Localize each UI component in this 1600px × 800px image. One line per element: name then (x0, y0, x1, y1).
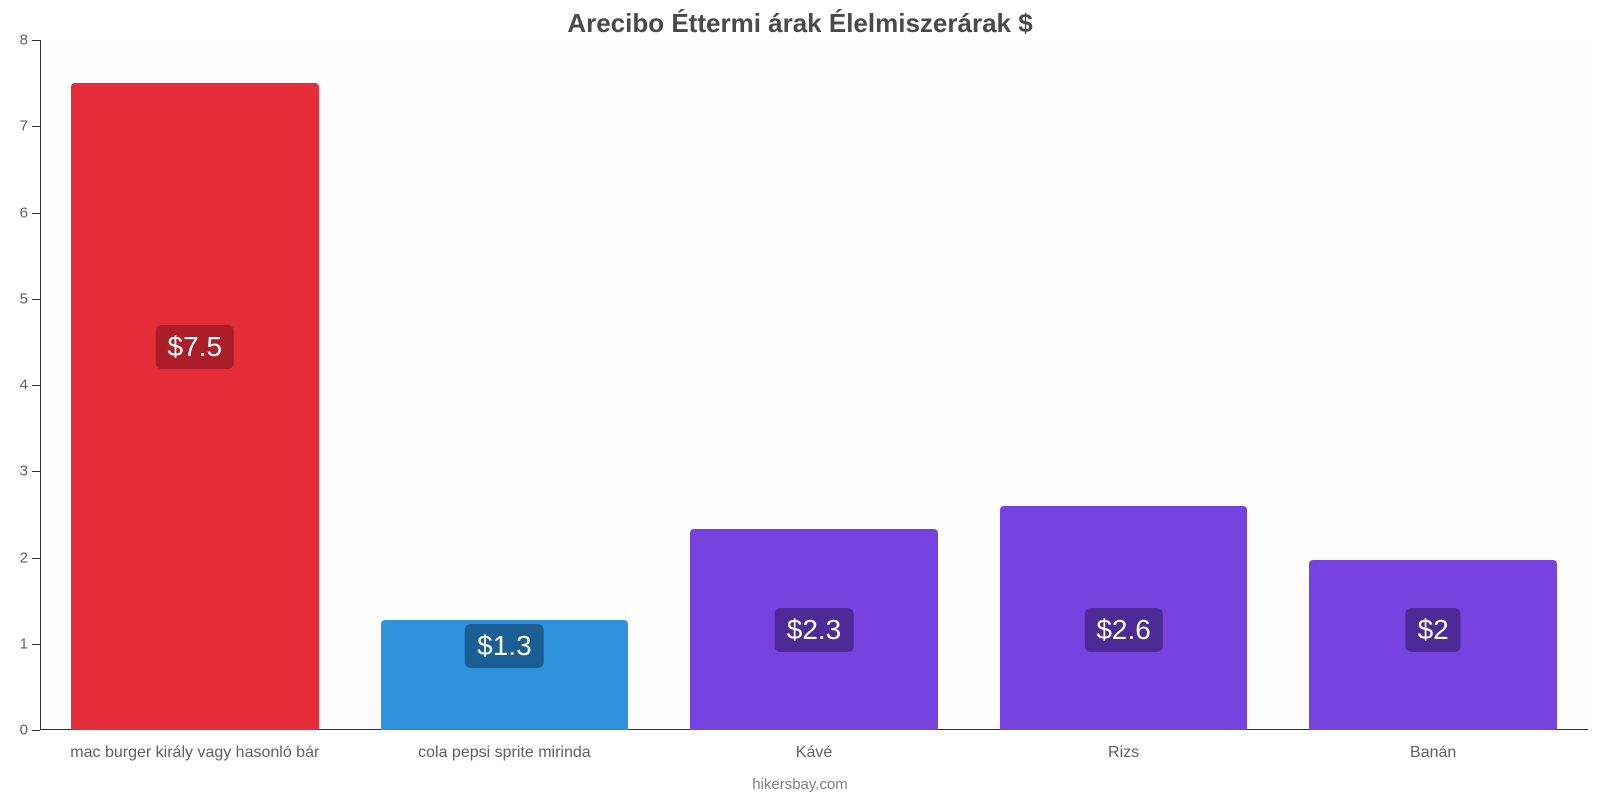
chart-title: Arecibo Éttermi árak Élelmiszerárak $ (0, 8, 1600, 39)
bar-value-label: $2 (1406, 608, 1461, 652)
x-category-label: mac burger király vagy hasonló bár (70, 744, 319, 762)
bar-value-label: $7.5 (156, 325, 235, 369)
y-axis-line (40, 40, 41, 730)
y-tick-label: 7 (2, 118, 28, 135)
y-tick-mark (32, 40, 40, 41)
price-bar-chart: Arecibo Éttermi árak Élelmiszerárak $ 01… (0, 0, 1600, 800)
y-tick-mark (32, 644, 40, 645)
y-tick-label: 2 (2, 549, 28, 566)
plot-area: 012345678$7.5mac burger király vagy haso… (40, 40, 1588, 730)
chart-attribution: hikersbay.com (0, 776, 1600, 793)
y-tick-label: 0 (2, 722, 28, 739)
y-tick-mark (32, 558, 40, 559)
y-tick-mark (32, 730, 40, 731)
x-category-label: Rizs (1108, 744, 1139, 762)
x-category-label: Banán (1410, 744, 1456, 762)
bar-value-label: $2.6 (1084, 608, 1163, 652)
y-tick-label: 8 (2, 32, 28, 49)
y-tick-label: 6 (2, 204, 28, 221)
y-tick-mark (32, 213, 40, 214)
y-tick-label: 1 (2, 635, 28, 652)
y-tick-label: 4 (2, 377, 28, 394)
x-category-label: cola pepsi sprite mirinda (418, 744, 591, 762)
x-category-label: Kávé (796, 744, 832, 762)
bar-value-label: $1.3 (465, 624, 544, 668)
bar (71, 83, 319, 730)
y-tick-label: 5 (2, 290, 28, 307)
bar-value-label: $2.3 (775, 608, 854, 652)
y-tick-mark (32, 126, 40, 127)
y-tick-mark (32, 299, 40, 300)
y-tick-mark (32, 385, 40, 386)
y-tick-label: 3 (2, 463, 28, 480)
y-tick-mark (32, 471, 40, 472)
